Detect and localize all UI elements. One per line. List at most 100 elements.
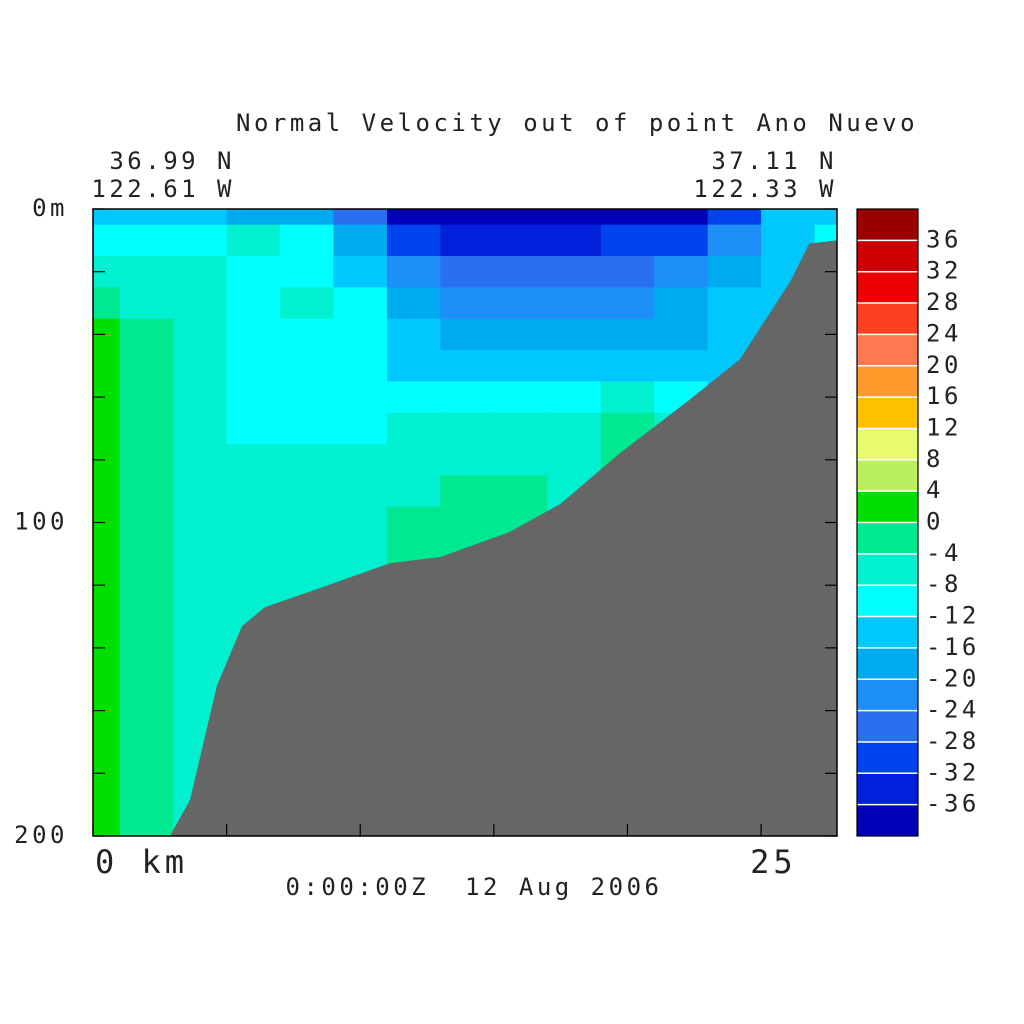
contour-cell <box>333 475 388 508</box>
contour-cell <box>547 350 602 383</box>
contour-cell <box>600 318 655 351</box>
colorbar-bin <box>857 616 918 649</box>
colorbar-bin <box>857 459 918 492</box>
contour-cell <box>226 506 281 539</box>
contour-cell <box>386 350 442 383</box>
contour-cell <box>119 287 174 320</box>
contour-cell <box>493 444 548 477</box>
contour-cell <box>333 209 388 226</box>
contour-cell <box>226 538 281 571</box>
contour-cell <box>173 381 228 414</box>
contour-cell <box>226 256 281 288</box>
contour-cell <box>493 350 548 383</box>
left-latitude: 36.99 N <box>109 147 235 175</box>
colorbar-label: 12 <box>926 413 962 441</box>
contour-cell <box>119 444 174 477</box>
contour-cell <box>119 569 174 602</box>
contour-cell <box>280 506 335 539</box>
contour-cell <box>333 287 388 320</box>
contour-cell <box>93 600 121 633</box>
colorbar-bin <box>857 397 918 429</box>
contour-cell <box>440 506 495 539</box>
contour-cell <box>173 569 228 602</box>
contour-cell <box>173 209 228 226</box>
colorbar-bin <box>857 773 918 806</box>
contour-cell <box>280 412 335 445</box>
contour-cell <box>93 350 121 383</box>
contour-cell <box>226 412 281 445</box>
contour-cell <box>226 224 281 257</box>
contour-cell <box>707 287 762 320</box>
contour-cell <box>547 444 602 477</box>
contour-cell <box>654 209 709 226</box>
right-longitude: 122.33 W <box>693 175 837 203</box>
contour-cell <box>173 412 228 445</box>
y-tick-label: 200 <box>14 821 68 849</box>
contour-cell <box>119 209 174 226</box>
contour-cell <box>600 287 655 320</box>
contour-cell <box>226 444 281 477</box>
contour-cell <box>119 820 174 836</box>
x-tick-label: 0 km <box>95 843 188 881</box>
contour-cell <box>440 412 495 445</box>
contour-cell <box>333 444 388 477</box>
colorbar-frame <box>856 208 919 837</box>
colorbar-bin <box>857 804 918 837</box>
contour-cell <box>761 209 816 226</box>
contour-cell <box>707 224 762 257</box>
contour-cell <box>280 350 335 383</box>
contour-cell <box>93 412 121 445</box>
contour-cell <box>280 287 335 320</box>
x-tick-label: 25 <box>750 843 797 881</box>
contour-cell <box>493 381 548 414</box>
colorbar-label: 0 <box>926 508 944 536</box>
contour-cell <box>654 256 709 288</box>
colorbar-bin <box>857 679 918 711</box>
colorbar-label: -36 <box>926 790 980 818</box>
colorbar-bin <box>857 710 918 743</box>
contour-cell <box>333 538 388 571</box>
contour-cell <box>440 318 495 351</box>
colorbar-bin <box>857 741 918 774</box>
contour-cell <box>119 412 174 445</box>
contour-cell <box>814 209 837 226</box>
contour-cell <box>333 256 388 288</box>
contour-cell <box>440 287 495 320</box>
bathymetry <box>169 240 837 836</box>
contour-cell <box>119 224 174 257</box>
contour-cell <box>386 412 442 445</box>
contour-cell <box>386 475 442 508</box>
contour-cell <box>440 350 495 383</box>
contour-cell <box>119 694 174 727</box>
colorbar-label: 20 <box>926 351 962 379</box>
contour-cell <box>493 475 548 508</box>
contour-cell <box>280 224 335 257</box>
contour-cell <box>440 256 495 288</box>
contour-cell <box>226 287 281 320</box>
contour-cell <box>226 475 281 508</box>
contour-cell <box>547 287 602 320</box>
contour-cell <box>173 600 228 633</box>
colorbar-label: -16 <box>926 633 980 661</box>
contour-cell <box>173 632 228 665</box>
contour-cell <box>547 209 602 226</box>
colorbar-bin <box>857 428 918 461</box>
colorbar-bin <box>857 240 918 273</box>
contour-cell <box>280 381 335 414</box>
contour-cell <box>386 444 442 477</box>
contour-cell <box>493 287 548 320</box>
colorbar-label: 16 <box>926 382 962 410</box>
colorbar-label: -20 <box>926 664 980 692</box>
contour-cell <box>440 475 495 508</box>
contour-cell <box>226 209 281 226</box>
colorbar-label: -28 <box>926 727 980 755</box>
colorbar-bin <box>857 553 918 586</box>
colorbar-bin <box>857 522 918 555</box>
contour-cell <box>119 600 174 633</box>
colorbar-bin <box>857 585 918 617</box>
contour-cell <box>119 506 174 539</box>
contour-cell <box>226 381 281 414</box>
time-label: 0:00:00Z 12 Aug 2006 <box>286 873 663 901</box>
contour-cell <box>119 256 174 288</box>
contour-cell <box>226 569 281 602</box>
